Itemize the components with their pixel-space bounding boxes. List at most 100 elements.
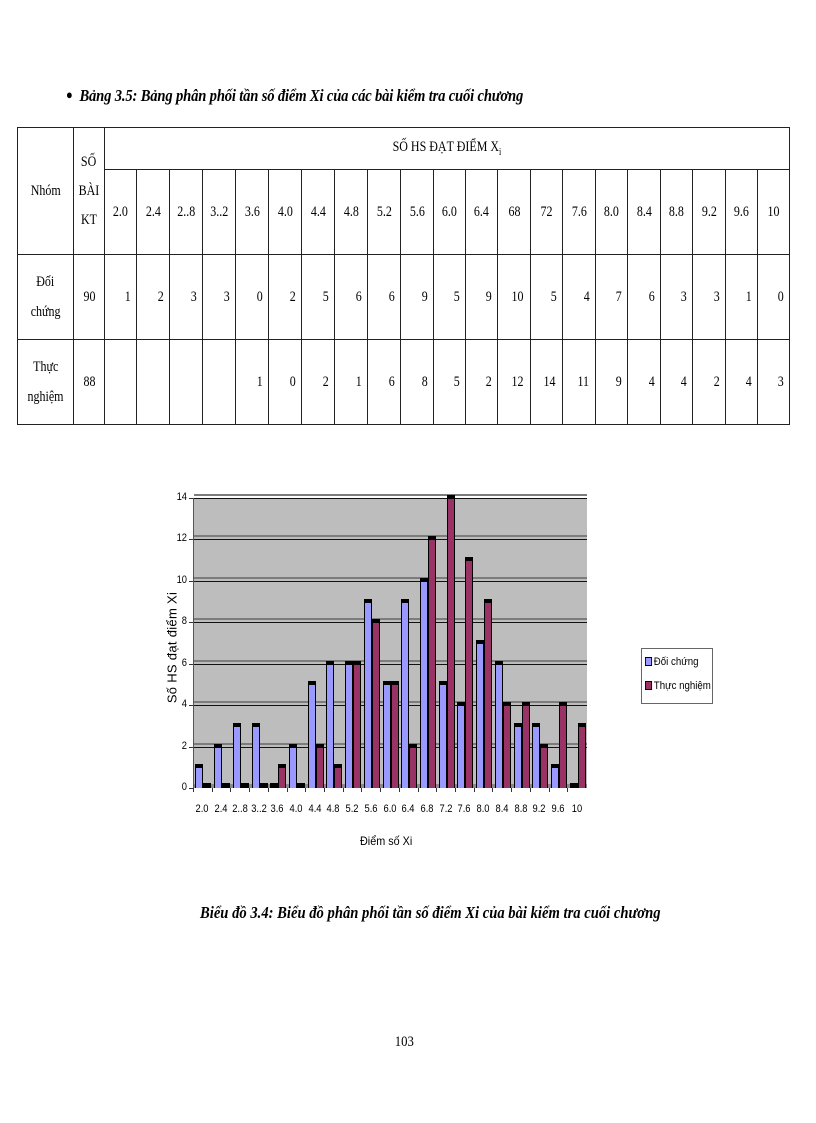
- x-tick-label: 2..8: [231, 803, 248, 815]
- x-tick-mark: [211, 788, 213, 792]
- bar-cap: [390, 681, 399, 686]
- x-tick-mark: [230, 788, 232, 792]
- x-tick-label: 10: [571, 803, 582, 815]
- bar-control: [457, 702, 466, 788]
- table-cell-value: 3: [713, 288, 720, 305]
- chart-floor: [194, 784, 587, 788]
- table-cell-value: 1: [124, 288, 131, 305]
- x-tick-label: 2.4: [214, 803, 228, 815]
- x-tick-label: 3..2: [250, 803, 267, 815]
- row-count-experimental: 88: [73, 339, 105, 425]
- x-tick-label: 4.0: [289, 803, 303, 815]
- gridline: [194, 746, 587, 748]
- table-cell: 6: [367, 339, 401, 425]
- table-cell: [169, 339, 203, 425]
- header-test-count-line3: KT: [81, 211, 97, 228]
- y-tick-label: 6: [181, 656, 187, 669]
- header-score-group-subscript: i: [499, 147, 502, 158]
- header-score-label: 5.2: [376, 203, 392, 220]
- header-score-20: 10: [756, 169, 791, 255]
- table-cell: 5: [530, 254, 563, 340]
- bar-cap: [195, 764, 204, 769]
- x-tick-label: 5.6: [364, 803, 378, 815]
- table-cell: 9: [400, 254, 434, 340]
- table-cell: 7: [595, 254, 628, 340]
- bar-experimental: [296, 783, 305, 788]
- table-cell-value: 4: [648, 373, 655, 390]
- table-cell: [136, 339, 170, 425]
- row-count-value: 88: [83, 373, 95, 390]
- bar-experimental: [240, 783, 249, 788]
- bar-cap: [270, 783, 279, 787]
- x-tick-label: 8.4: [495, 803, 509, 815]
- header-score-label: 6.0: [442, 203, 457, 220]
- bar-cap: [465, 557, 474, 562]
- bar-control: [438, 681, 447, 788]
- table-cell: 3: [202, 254, 236, 340]
- gridline-shadow: [194, 701, 587, 704]
- table-cell: 2: [268, 254, 302, 340]
- header-score-label: 4.8: [343, 203, 359, 220]
- table-cell-value: 0: [256, 288, 263, 305]
- header-score-group: SỐ HS ĐẠT ĐIỂM Xi: [103, 127, 791, 170]
- table-cell-value: 9: [421, 288, 428, 305]
- table-cell: 10: [497, 254, 531, 340]
- bullet-icon: ●: [66, 87, 73, 102]
- row-label-experimental: Thực nghiệm: [17, 339, 74, 425]
- gridline-shadow: [194, 494, 587, 496]
- gridline-shadow: [194, 576, 587, 579]
- bar-experimental: [577, 722, 586, 788]
- table-cell: 0: [268, 339, 302, 425]
- table-cell: 4: [725, 339, 758, 425]
- x-tick-label: 9.6: [551, 803, 565, 815]
- bar-experimental: [409, 743, 418, 788]
- table-cell-value: 2: [289, 288, 296, 305]
- x-tick-mark: [361, 788, 363, 792]
- y-tick-mark: [189, 498, 193, 499]
- bar-cap: [240, 783, 249, 787]
- table-cell: 1: [334, 339, 368, 425]
- bar-cap: [363, 598, 372, 603]
- header-score-0: 2.0: [104, 169, 137, 255]
- bar-cap: [278, 764, 287, 769]
- y-tick-mark: [189, 663, 193, 665]
- bar-cap: [532, 722, 541, 727]
- row-label-line1: Thực: [32, 359, 59, 375]
- table-cell-value: 6: [648, 288, 655, 305]
- header-row-scores: 2.0 2.4 2..8 3..2 3.6 4.0 4.4 4.8 5.2 5.6 6.0 6.4 68…: [18, 169, 791, 255]
- x-tick-mark: [342, 788, 344, 792]
- x-tick-label: 7.2: [439, 803, 453, 815]
- x-tick-mark: [473, 788, 475, 792]
- gridline: [194, 539, 587, 541]
- table-cell: 1: [235, 339, 269, 425]
- header-score-label: 10: [767, 203, 780, 220]
- header-score-label: 4.4: [310, 203, 326, 220]
- table-cell: 1: [104, 254, 137, 340]
- x-tick-label: 3.6: [270, 803, 284, 815]
- bar-cap: [419, 577, 428, 582]
- table-cell-value: 0: [289, 373, 296, 390]
- table-cell: 4: [562, 254, 596, 340]
- bar-experimental: [558, 702, 567, 788]
- x-tick-mark: [286, 788, 288, 792]
- header-test-count: SỐ BÀI KT: [73, 127, 105, 255]
- legend-label-control: Đối chứng: [653, 656, 699, 668]
- header-score-19: 9.6: [725, 169, 758, 255]
- table-cell-value: 12: [511, 373, 524, 390]
- y-axis-title: Số HS đạt điểm Xi: [164, 591, 180, 704]
- table-cell: 4: [627, 339, 661, 425]
- x-axis-title: Điểm số Xi: [360, 834, 413, 848]
- gridline: [194, 498, 587, 499]
- header-score-group-label: SỐ HS ĐẠT ĐIỂM X: [392, 139, 500, 155]
- y-tick-mark: [189, 539, 193, 541]
- x-tick-label: 2.0: [195, 803, 209, 815]
- x-tick-mark: [529, 788, 531, 792]
- x-tick-label: 8.8: [513, 803, 527, 815]
- bar-cap: [345, 660, 354, 665]
- y-tick-mark: [189, 746, 193, 748]
- row-label-control: Đối chứng: [17, 254, 74, 340]
- table-cell: 5: [301, 254, 335, 340]
- header-score-label: 2.4: [145, 203, 161, 220]
- x-tick-mark: [511, 788, 513, 792]
- bar-cap: [353, 660, 362, 665]
